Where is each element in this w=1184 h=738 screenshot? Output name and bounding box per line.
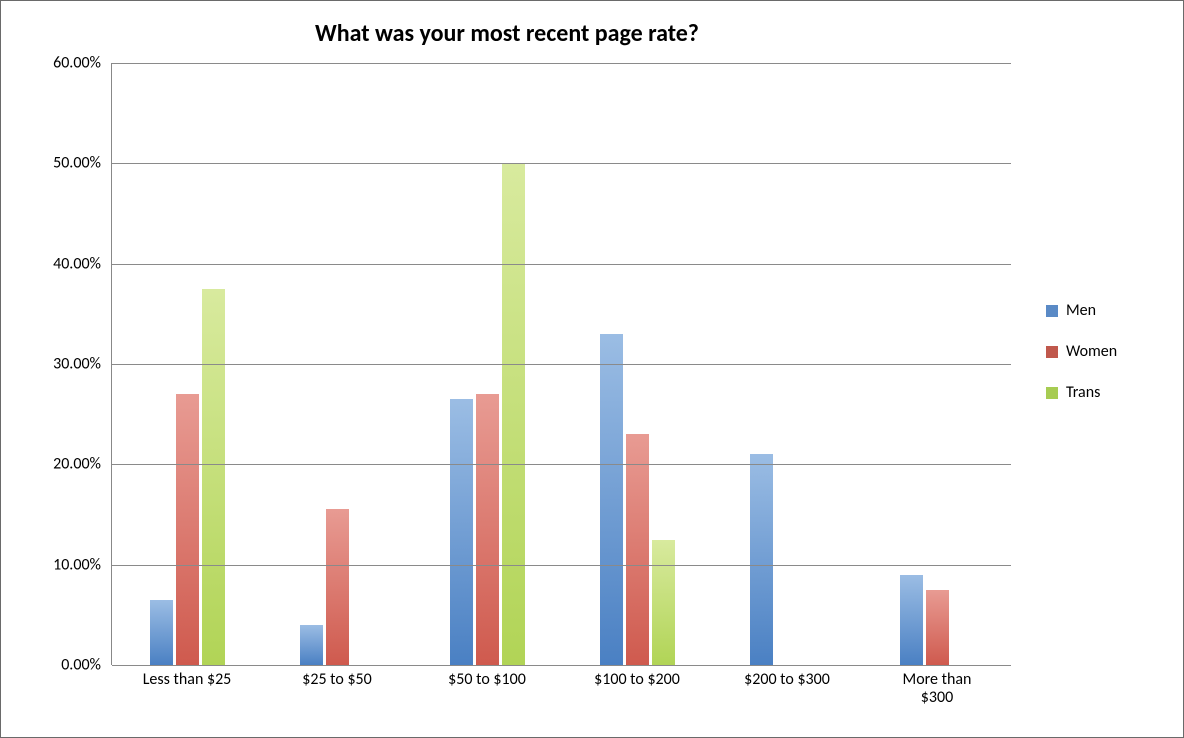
bar: [176, 394, 199, 665]
bar: [926, 590, 949, 665]
grid-line: [112, 63, 1011, 64]
bar: [202, 289, 225, 665]
legend-swatch: [1046, 387, 1058, 399]
bar: [450, 399, 473, 665]
x-axis-label: $50 to $100: [412, 671, 562, 689]
y-axis-label: 20.00%: [11, 455, 101, 474]
x-axis-label: Less than $25: [112, 671, 262, 689]
y-axis-label: 10.00%: [11, 555, 101, 574]
x-axis-label: $200 to $300: [712, 671, 862, 689]
legend-swatch: [1046, 346, 1058, 358]
y-axis-label: 50.00%: [11, 154, 101, 173]
chart-container: What was your most recent page rate? Les…: [0, 0, 1184, 738]
bar: [652, 540, 675, 665]
y-axis-label: 30.00%: [11, 355, 101, 374]
grid-line: [112, 364, 1011, 365]
x-axis-label: $100 to $200: [562, 671, 712, 689]
y-axis-label: 0.00%: [11, 656, 101, 675]
chart-title: What was your most recent page rate?: [1, 19, 1013, 48]
x-axis-label: More than$300: [862, 671, 1012, 708]
legend-item: Trans: [1046, 383, 1117, 402]
x-axis-labels: Less than $25$25 to $50$50 to $100$100 t…: [112, 665, 1011, 725]
y-axis-label: 40.00%: [11, 254, 101, 273]
bar: [900, 575, 923, 665]
grid-line: [112, 464, 1011, 465]
x-axis-label: $25 to $50: [262, 671, 412, 689]
bar: [600, 334, 623, 665]
legend-label: Trans: [1066, 383, 1100, 402]
legend-item: Women: [1046, 342, 1117, 361]
bar: [476, 394, 499, 665]
bar: [150, 600, 173, 665]
bar: [326, 509, 349, 665]
bar: [626, 434, 649, 665]
legend-swatch: [1046, 305, 1058, 317]
grid-line: [112, 565, 1011, 566]
bar: [502, 163, 525, 665]
legend-label: Men: [1066, 301, 1096, 320]
grid-line: [112, 665, 1011, 666]
bar: [300, 625, 323, 665]
bar: [750, 454, 773, 665]
grid-line: [112, 163, 1011, 164]
legend-label: Women: [1066, 342, 1117, 361]
plot-area: Less than $25$25 to $50$50 to $100$100 t…: [111, 63, 1011, 665]
legend: Men Women Trans: [1046, 301, 1117, 424]
y-axis-label: 60.00%: [11, 54, 101, 73]
grid-line: [112, 264, 1011, 265]
legend-item: Men: [1046, 301, 1117, 320]
